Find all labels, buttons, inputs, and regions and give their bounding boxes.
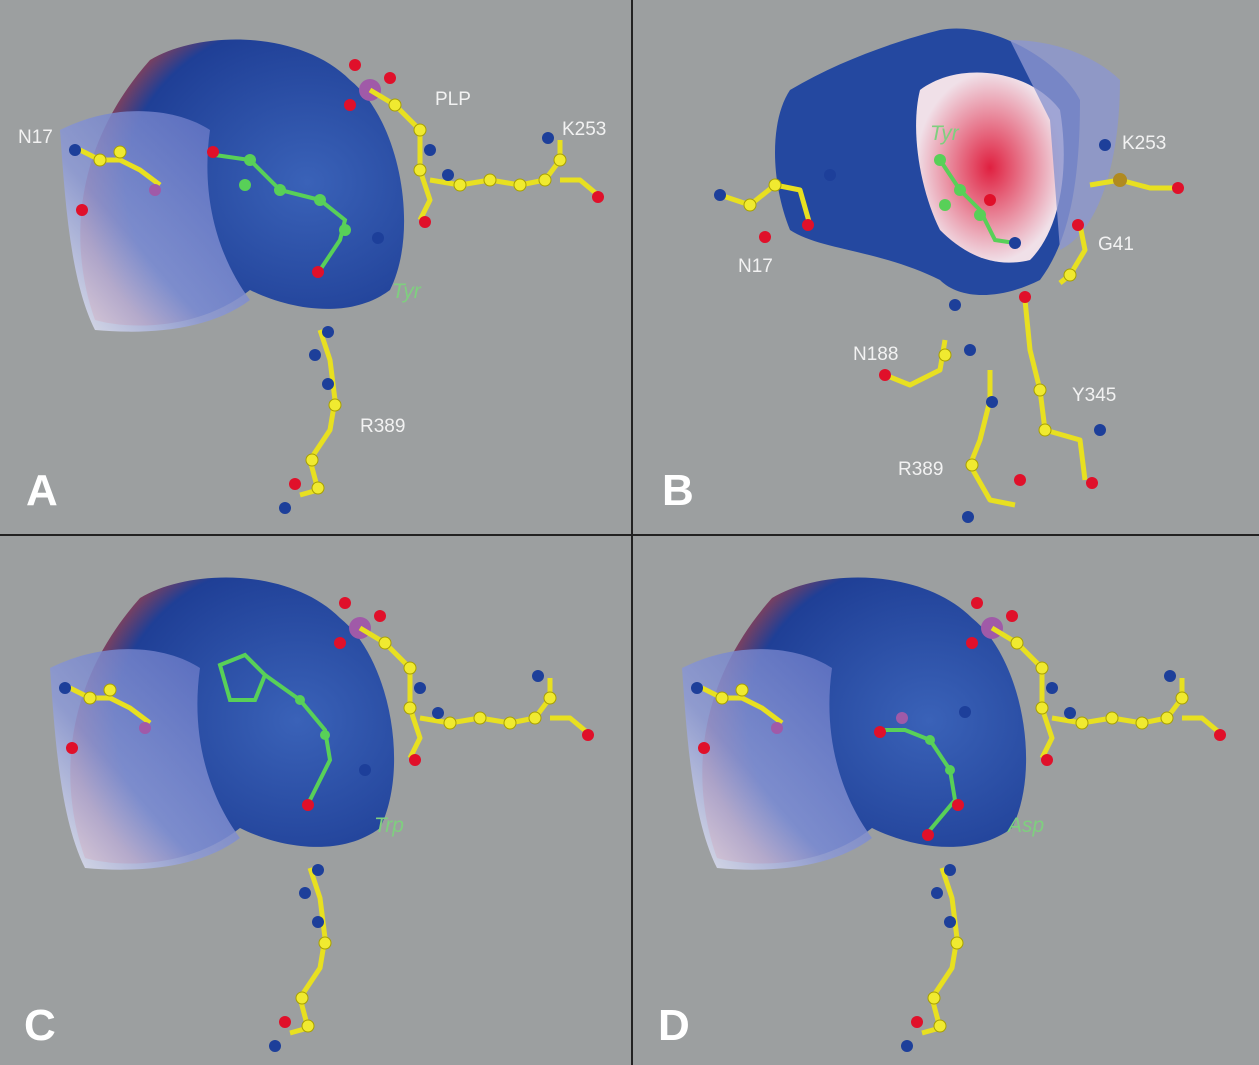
atom — [372, 232, 384, 244]
figure: N17 PLP K253 R389 Tyr A Tyr K253 N17 G41… — [0, 0, 1259, 1065]
atom — [934, 154, 946, 166]
atom — [1072, 219, 1084, 231]
atom — [359, 764, 371, 776]
atom — [954, 184, 966, 196]
atom — [1172, 182, 1184, 194]
atom — [274, 184, 286, 196]
panel-label: B — [662, 466, 694, 515]
atom — [320, 730, 330, 740]
atom — [939, 199, 951, 211]
atom — [759, 231, 771, 243]
atom — [922, 829, 934, 841]
atom — [295, 695, 305, 705]
atom — [874, 726, 886, 738]
atom — [1099, 139, 1111, 151]
atom — [896, 712, 908, 724]
atom — [302, 799, 314, 811]
ligand-label: Tyr — [930, 122, 960, 145]
panel-label: D — [658, 1001, 690, 1050]
atom — [945, 765, 955, 775]
atom — [949, 299, 961, 311]
atom — [962, 511, 974, 523]
atom — [714, 189, 726, 201]
ligand-label: Asp — [1006, 814, 1044, 837]
atom — [879, 369, 891, 381]
atom — [1113, 173, 1127, 187]
atom — [1064, 269, 1076, 281]
residue-label: K253 — [562, 119, 606, 140]
atom — [925, 735, 935, 745]
residue-label: R389 — [360, 416, 405, 437]
ligand-label: Trp — [374, 814, 404, 837]
atom — [959, 706, 971, 718]
atom — [244, 154, 256, 166]
atom — [339, 224, 351, 236]
atom — [964, 344, 976, 356]
atom — [1039, 424, 1051, 436]
atom — [1014, 474, 1026, 486]
atom — [1009, 237, 1021, 249]
atom — [802, 219, 814, 231]
atom — [1034, 384, 1046, 396]
atom — [986, 396, 998, 408]
atom — [974, 209, 986, 221]
atom — [769, 179, 781, 191]
atom — [824, 169, 836, 181]
atom — [984, 194, 996, 206]
residue-label: K253 — [1122, 133, 1166, 154]
atom — [1094, 424, 1106, 436]
residue-label: G41 — [1098, 234, 1134, 255]
atom — [966, 459, 978, 471]
atom — [744, 199, 756, 211]
residue-label: N188 — [853, 344, 898, 365]
residue-label: Y345 — [1072, 385, 1116, 406]
atom — [239, 179, 251, 191]
atom — [312, 266, 324, 278]
residue-label: N17 — [18, 127, 53, 148]
residue-label: N17 — [738, 256, 773, 277]
atom — [314, 194, 326, 206]
residue-label: R389 — [898, 459, 943, 480]
atom — [1086, 477, 1098, 489]
panel-label: C — [24, 1001, 56, 1050]
atom — [939, 349, 951, 361]
atom — [1019, 291, 1031, 303]
atom — [952, 799, 964, 811]
ligand-label: Tyr — [392, 280, 422, 303]
panel-label: A — [26, 466, 58, 515]
atom — [207, 146, 219, 158]
residue-label: PLP — [435, 89, 471, 110]
